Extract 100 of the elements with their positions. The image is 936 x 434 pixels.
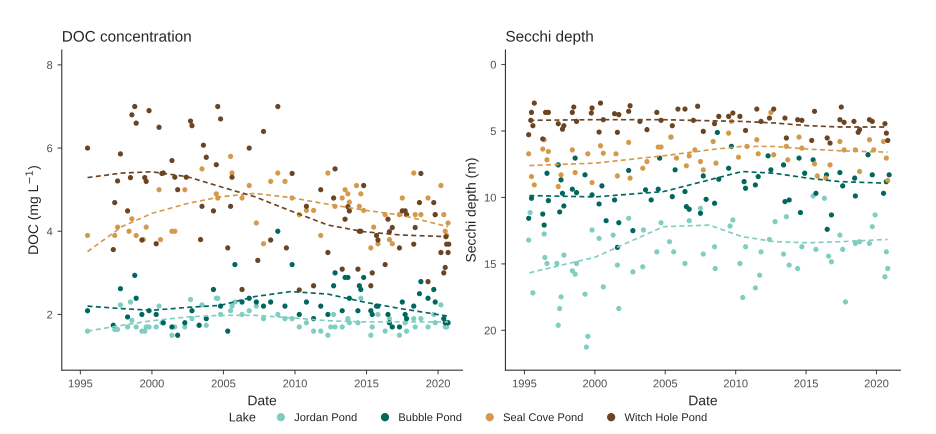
point <box>546 148 551 154</box>
point <box>400 195 405 201</box>
point <box>884 155 889 161</box>
point <box>310 208 316 214</box>
point <box>114 224 120 230</box>
point <box>540 146 546 152</box>
point <box>613 151 619 156</box>
y-axis-title: DOC (mg L$^{−1}$) <box>26 166 41 254</box>
point <box>812 161 818 166</box>
x-tick-label: 2015 <box>794 380 818 388</box>
point <box>156 187 162 192</box>
point <box>726 130 732 136</box>
point <box>700 167 706 172</box>
point <box>686 153 692 158</box>
x-tick-label: 2000 <box>583 380 607 388</box>
point <box>644 158 650 164</box>
point <box>129 216 134 222</box>
point <box>589 180 595 186</box>
point <box>626 140 632 146</box>
point <box>368 245 374 251</box>
point <box>572 170 578 176</box>
chart-title: DOC concentration <box>63 30 191 42</box>
point <box>282 178 288 184</box>
point <box>684 163 689 168</box>
x-tick-label: 2010 <box>283 380 307 388</box>
x-axis-title: Date <box>248 396 276 406</box>
point <box>158 236 164 242</box>
point <box>112 232 118 238</box>
point <box>441 212 446 218</box>
legend-label: Witch Hole Pond <box>624 412 707 422</box>
point <box>442 228 448 234</box>
point <box>544 157 550 162</box>
x-tick-label: 2020 <box>426 380 450 388</box>
legend-label: Seal Cove Pond <box>504 412 583 422</box>
point <box>182 187 188 192</box>
point <box>674 155 680 161</box>
point <box>856 168 862 174</box>
y-tick-label: 10 <box>484 194 496 202</box>
point <box>526 151 532 156</box>
point <box>239 195 245 201</box>
point <box>627 176 633 181</box>
legend-title: Lake <box>230 412 256 422</box>
point <box>837 138 842 144</box>
legend-label: Bubble Pond <box>399 412 462 422</box>
x-axis-title: Date <box>689 396 717 406</box>
x-tick-label: 2020 <box>864 380 888 388</box>
point <box>318 232 324 238</box>
y-tick-label: 2 <box>47 310 52 318</box>
point <box>600 150 606 156</box>
y-tick-label: 6 <box>47 144 52 152</box>
point <box>84 232 90 238</box>
line-series <box>86 290 449 317</box>
point <box>736 154 742 160</box>
point <box>570 147 575 152</box>
line-series <box>86 192 449 252</box>
point <box>340 195 345 201</box>
x-tick-label: 2005 <box>653 380 678 388</box>
point <box>386 236 392 242</box>
point <box>371 224 376 230</box>
point <box>754 137 760 142</box>
point <box>425 195 431 201</box>
y-tick-label: 5 <box>490 127 496 136</box>
point <box>445 220 451 226</box>
point <box>713 160 719 166</box>
point <box>532 182 537 188</box>
point <box>556 184 561 190</box>
y-tick-label: 0 <box>490 60 496 69</box>
point <box>268 178 274 184</box>
point <box>768 110 774 115</box>
point <box>698 158 704 164</box>
point <box>411 170 416 176</box>
point <box>771 152 776 158</box>
point <box>390 241 395 246</box>
point <box>827 162 833 168</box>
y-tick-label: 15 <box>484 260 496 268</box>
chart-title: Secchi depth <box>506 30 593 45</box>
point <box>814 173 820 178</box>
point <box>134 232 139 238</box>
point <box>342 187 348 192</box>
x-tick-label: 2015 <box>354 380 378 388</box>
point <box>214 191 219 196</box>
point <box>144 224 149 230</box>
point <box>356 204 362 209</box>
point <box>785 157 790 162</box>
point <box>756 151 761 156</box>
point <box>325 170 330 176</box>
x-tick-label: 1995 <box>68 380 92 388</box>
point <box>254 220 259 226</box>
point <box>345 191 351 196</box>
point <box>260 241 266 246</box>
point <box>412 212 418 218</box>
point <box>246 182 252 188</box>
point <box>598 143 604 148</box>
point <box>228 154 234 159</box>
legend-label: Jordan Pond <box>294 412 357 422</box>
point <box>585 151 590 156</box>
point <box>354 182 360 188</box>
point <box>358 191 364 196</box>
x-tick-label: 2010 <box>724 380 748 388</box>
point <box>275 170 280 176</box>
